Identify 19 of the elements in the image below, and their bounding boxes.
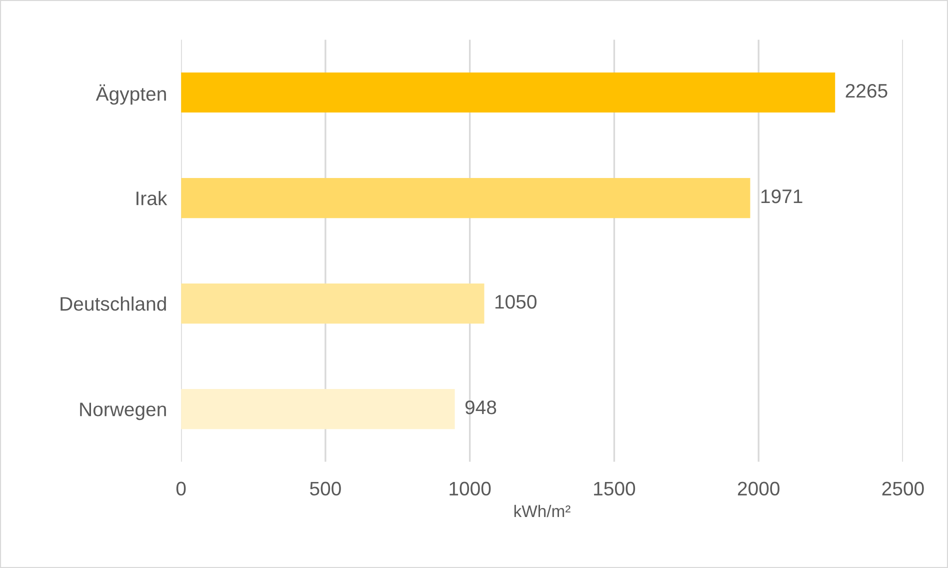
data-label: 2265: [846, 84, 888, 98]
x-axis-title: kWh/m²: [514, 504, 570, 518]
bar: [181, 283, 484, 324]
y-tick-label: Irak: [136, 190, 168, 206]
x-tick-label: 2500: [882, 482, 924, 496]
bar: [181, 388, 455, 430]
x-tick-label: 0: [176, 482, 186, 496]
y-tick-label: Deutschland: [60, 296, 166, 311]
x-tick-label: 1500: [594, 482, 636, 496]
x-tick-label: 500: [310, 482, 341, 496]
bar: [181, 72, 836, 113]
y-tick-label: Ägypten: [96, 84, 166, 105]
data-label: 1971: [761, 189, 802, 204]
x-tick-label: 1000: [450, 482, 491, 496]
data-label: 1050: [495, 294, 536, 309]
data-label: 948: [465, 400, 496, 414]
x-tick-label: 2000: [738, 482, 780, 496]
bar: [181, 178, 750, 218]
y-tick-label: Norwegen: [80, 402, 166, 420]
